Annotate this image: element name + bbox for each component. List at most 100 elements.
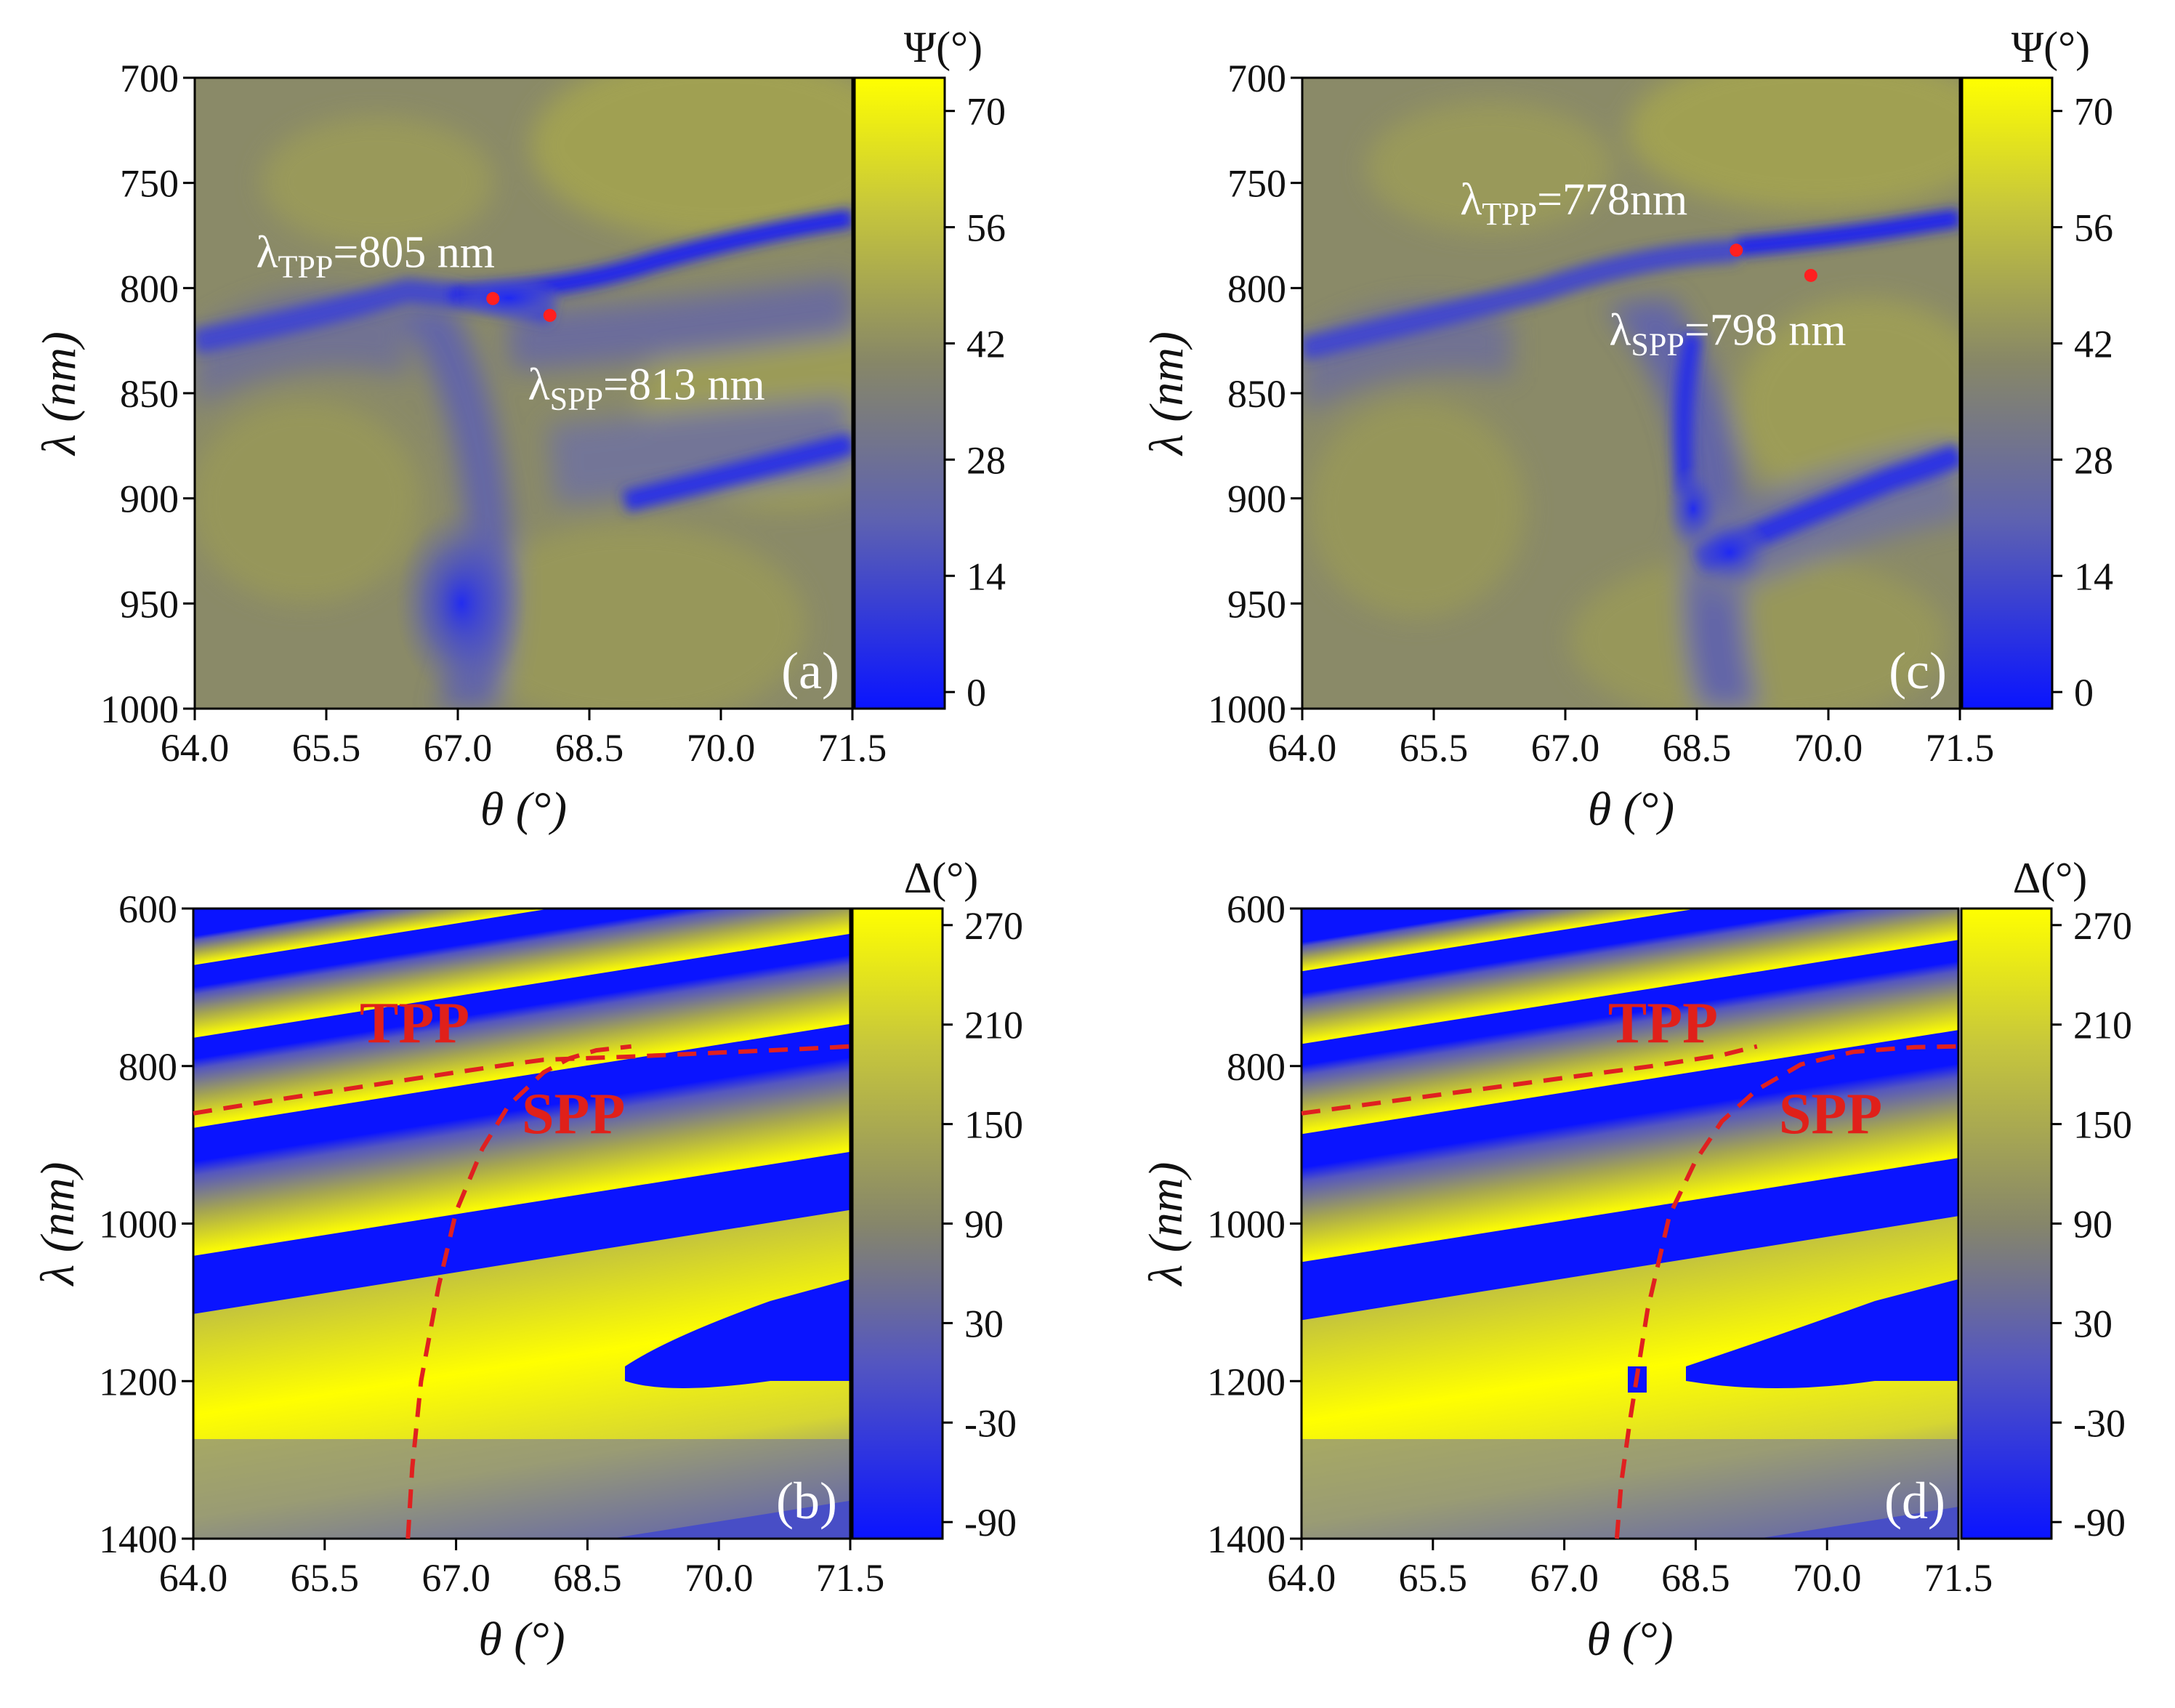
colorbar-tick-label: 270 <box>964 904 1023 948</box>
annotation-subscript: SPP <box>1631 326 1684 362</box>
colorbar-tick-label: -30 <box>964 1401 1017 1445</box>
y-tick-label: 850 <box>1227 372 1286 416</box>
mode-label-spp: SPP <box>1779 1082 1882 1146</box>
panel-label: (c) <box>1889 642 1947 700</box>
y-tick-label: 950 <box>120 582 179 626</box>
annotation-subscript: SPP <box>550 382 603 417</box>
y-axis-label: λ (nm) <box>1140 331 1193 456</box>
y-tick-label: 800 <box>118 1045 177 1089</box>
x-tick-label: 68.5 <box>553 1556 622 1600</box>
panel-a <box>193 76 946 710</box>
x-tick-label: 70.0 <box>687 726 756 770</box>
colorbar-tick-label: 42 <box>2074 322 2113 366</box>
colorbar-tick-label: 210 <box>964 1004 1023 1047</box>
mode-label-spp: SPP <box>522 1082 625 1146</box>
x-tick-label: 64.0 <box>1268 726 1337 770</box>
heatmap-c <box>1302 78 1960 709</box>
wavelength-annotation: λTPP=805 nm <box>256 227 495 284</box>
colorbar-tick-label: -90 <box>964 1501 1017 1544</box>
y-tick-label: 1200 <box>1207 1360 1286 1403</box>
colorbar-tick-label: -30 <box>2073 1401 2126 1445</box>
mode-label-tpp: TPP <box>1608 991 1718 1055</box>
resonance-point-tpp <box>1730 243 1743 257</box>
wavelength-annotation: λTPP=778nm <box>1460 175 1687 232</box>
x-axis-label: θ (°) <box>1586 1613 1673 1666</box>
heatmap-a <box>195 78 852 709</box>
colorbar-tick-label: 70 <box>967 90 1006 134</box>
panel-label: (a) <box>781 642 839 700</box>
y-tick-label: 700 <box>1227 57 1286 100</box>
colorbar-tick-label: 210 <box>2073 1004 2132 1047</box>
y-tick-label: 850 <box>120 372 179 416</box>
y-tick-label: 1400 <box>99 1518 177 1561</box>
x-tick-label: 65.5 <box>291 1556 360 1600</box>
colorbar-title: Δ(°) <box>2013 854 2088 902</box>
y-tick-label: 1000 <box>99 1203 177 1246</box>
mode-curve-tpp <box>193 1044 851 1116</box>
x-tick-label: 71.5 <box>818 726 887 770</box>
x-tick-label: 67.0 <box>1531 726 1600 770</box>
colorbar-tick-label: 56 <box>2074 206 2113 250</box>
annotation-symbol: λ <box>528 360 550 410</box>
panel-b <box>192 907 944 1540</box>
x-tick-label: 68.5 <box>1663 726 1732 770</box>
colorbar-tick-label: 42 <box>967 322 1006 366</box>
y-tick-label: 800 <box>1227 267 1286 310</box>
y-tick-label: 1400 <box>1207 1518 1286 1561</box>
y-tick-label: 950 <box>1227 582 1286 626</box>
x-tick-label: 65.5 <box>1400 726 1469 770</box>
y-axis-label: λ (nm) <box>33 331 86 456</box>
x-tick-label: 64.0 <box>159 1556 228 1600</box>
colorbar-tick-label: 30 <box>2073 1302 2113 1345</box>
x-axis-label: θ (°) <box>1588 783 1674 836</box>
x-tick-label: 67.0 <box>424 726 493 770</box>
mode-label-tpp: TPP <box>360 991 469 1055</box>
annotation-symbol: λ <box>1460 175 1482 225</box>
heatmap-b <box>193 909 850 1539</box>
y-axis-label: λ (nm) <box>31 1162 84 1287</box>
x-tick-label: 65.5 <box>292 726 361 770</box>
panel-label: (b) <box>776 1472 837 1530</box>
overlay-layer: 64.0 65.5 67.0 68.5 70.0 71.57007508008509009… <box>31 23 2132 1666</box>
wavelength-annotation: λSPP=798 nm <box>1609 305 1846 362</box>
panel-c <box>1301 76 2054 710</box>
colorbar-tick-label: 270 <box>2073 904 2132 948</box>
annotation-subscript: TPP <box>278 249 334 284</box>
x-tick-label: 64.0 <box>161 726 230 770</box>
y-tick-label: 600 <box>1227 887 1286 931</box>
y-tick-label: 1200 <box>99 1360 177 1403</box>
wavelength-annotation: λSPP=813 nm <box>528 360 765 417</box>
x-tick-label: 70.0 <box>685 1556 754 1600</box>
y-tick-label: 1000 <box>100 688 179 731</box>
x-tick-label: 65.5 <box>1399 1556 1468 1600</box>
colorbar-tick-label: 150 <box>2073 1103 2132 1147</box>
colorbar-tick-label: 0 <box>967 671 986 714</box>
x-tick-label: 64.0 <box>1267 1556 1336 1600</box>
x-axis-label: θ (°) <box>480 783 567 836</box>
colorbar-tick-label: 28 <box>967 438 1006 482</box>
x-tick-label: 67.0 <box>1530 1556 1599 1600</box>
colorbar-c <box>1961 76 2054 710</box>
colorbar-tick-label: 14 <box>967 555 1006 598</box>
colorbar-tick-label: 0 <box>2074 671 2094 714</box>
colorbar-tick-label: 90 <box>964 1203 1004 1246</box>
colorbar-tick-label: 28 <box>2074 438 2113 482</box>
mode-curve-spp <box>405 1044 632 1539</box>
y-tick-label: 750 <box>1227 162 1286 206</box>
x-tick-label: 71.5 <box>1924 1556 1993 1600</box>
y-tick-label: 800 <box>1227 1045 1286 1089</box>
x-tick-label: 70.0 <box>1794 726 1863 770</box>
colorbar-tick-label: 150 <box>964 1103 1023 1147</box>
y-tick-label: 800 <box>120 267 179 310</box>
resonance-point-tpp <box>486 291 500 305</box>
x-tick-label: 71.5 <box>816 1556 885 1600</box>
x-tick-label: 70.0 <box>1793 1556 1862 1600</box>
colorbar-title: Ψ(°) <box>904 23 982 71</box>
mode-curve-spp <box>1614 1044 1959 1539</box>
colorbar-tick-label: 70 <box>2074 90 2113 134</box>
x-tick-label: 68.5 <box>555 726 624 770</box>
x-tick-label: 71.5 <box>1926 726 1995 770</box>
colorbar-title: Δ(°) <box>904 854 979 902</box>
annotation-value: =778nm <box>1537 175 1687 225</box>
